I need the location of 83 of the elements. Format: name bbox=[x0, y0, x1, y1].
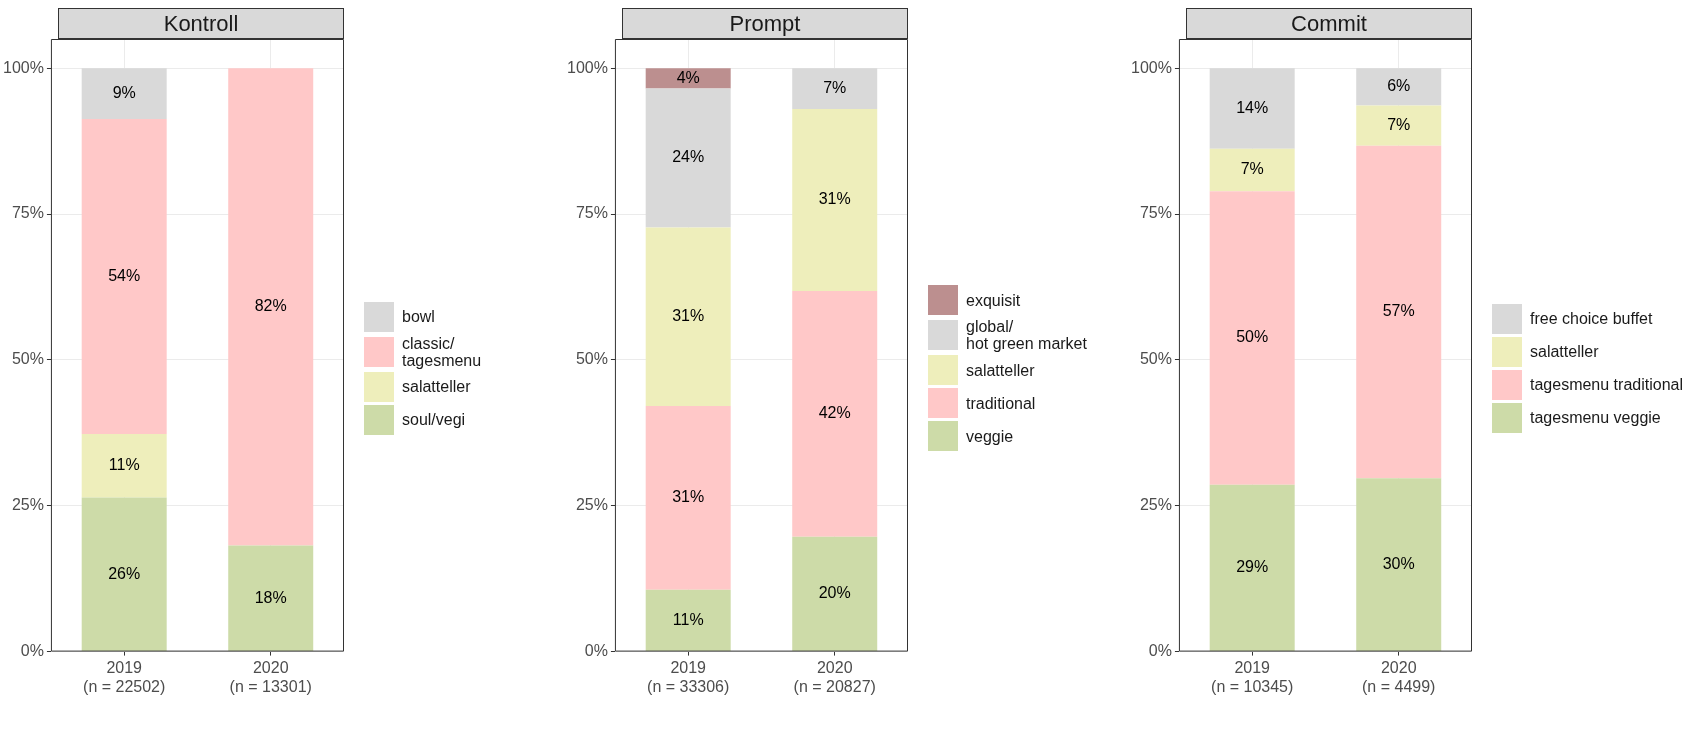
y-tick-label: 50% bbox=[575, 350, 608, 368]
bar bbox=[645, 589, 731, 652]
legend-label: global/ hot green market bbox=[966, 318, 1087, 352]
bar bbox=[1356, 68, 1442, 106]
data-label: 6% bbox=[1387, 77, 1411, 95]
legend-label: salatteller bbox=[1530, 343, 1599, 360]
data-label: 30% bbox=[1382, 555, 1415, 573]
data-label: 7% bbox=[1240, 160, 1264, 178]
bar bbox=[645, 88, 731, 228]
data-label: 4% bbox=[676, 68, 700, 86]
bar bbox=[792, 291, 878, 537]
bar bbox=[228, 545, 314, 652]
bar bbox=[792, 109, 878, 292]
bar bbox=[645, 227, 731, 406]
bar bbox=[81, 433, 167, 498]
y-tick-label: 0% bbox=[584, 642, 608, 660]
bar bbox=[1356, 105, 1442, 146]
data-label: 31% bbox=[818, 190, 851, 208]
x-tick-label: 2020 (n = 13301) bbox=[229, 658, 312, 695]
y-tick-label: 25% bbox=[575, 496, 608, 514]
y-tick-label: 100% bbox=[567, 58, 608, 76]
data-label: 7% bbox=[823, 79, 847, 96]
bar bbox=[645, 405, 731, 590]
bar bbox=[1209, 68, 1295, 149]
y-tick-label: 0% bbox=[1148, 642, 1172, 660]
legend-label: bowl bbox=[402, 308, 435, 325]
y-tick-label: 75% bbox=[11, 204, 44, 222]
legend-label: classic/ tagesmenu bbox=[402, 334, 482, 369]
legend-label: free choice buffet bbox=[1530, 310, 1653, 327]
legend-label: tagesmenu traditional bbox=[1530, 376, 1683, 393]
legend-label: salatteller bbox=[966, 361, 1035, 379]
bar bbox=[792, 536, 878, 652]
y-tick-label: 0% bbox=[20, 642, 44, 660]
y-tick-label: 100% bbox=[3, 58, 44, 76]
x-tick-label: 2020 (n = 20827) bbox=[793, 658, 876, 695]
data-label: 31% bbox=[672, 307, 705, 325]
bar bbox=[228, 68, 314, 546]
legend-label: tagesmenu veggie bbox=[1530, 409, 1661, 426]
bar bbox=[1356, 145, 1442, 479]
data-label: 31% bbox=[672, 488, 705, 506]
data-label: 42% bbox=[818, 404, 851, 422]
y-tick-label: 25% bbox=[1139, 496, 1172, 514]
legend-label: traditional bbox=[966, 394, 1036, 412]
y-tick-label: 50% bbox=[1139, 350, 1172, 368]
y-tick-label: 25% bbox=[11, 496, 44, 514]
chart-title: Commit bbox=[1186, 8, 1472, 39]
data-label: 11% bbox=[108, 456, 140, 474]
y-tick-label: 50% bbox=[11, 350, 44, 368]
legend-label: salatteller bbox=[402, 378, 471, 395]
x-tick-label: 2019 (n = 22502) bbox=[83, 658, 166, 695]
data-label: 26% bbox=[108, 564, 141, 582]
data-label: 24% bbox=[672, 148, 705, 166]
x-tick-label: 2020 (n = 4499) bbox=[1362, 658, 1436, 695]
y-tick-label: 100% bbox=[1131, 58, 1172, 76]
data-label: 20% bbox=[818, 584, 851, 602]
bar bbox=[81, 497, 167, 652]
data-label: 11% bbox=[672, 610, 704, 628]
legend-label: exquisit bbox=[966, 291, 1021, 309]
legend-label: veggie bbox=[966, 427, 1014, 445]
data-label: 54% bbox=[108, 266, 141, 284]
data-label: 29% bbox=[1236, 558, 1269, 576]
bar bbox=[1209, 484, 1295, 652]
data-label: 14% bbox=[1236, 98, 1269, 116]
x-tick-label: 2019 (n = 33306) bbox=[647, 658, 730, 695]
y-tick-label: 75% bbox=[1139, 204, 1172, 222]
x-tick-label: 2019 (n = 10345) bbox=[1211, 658, 1294, 695]
bar bbox=[645, 68, 731, 89]
bar bbox=[1356, 478, 1442, 652]
data-label: 9% bbox=[112, 83, 136, 101]
data-label: 18% bbox=[254, 588, 287, 606]
data-label: 82% bbox=[254, 297, 287, 315]
data-label: 57% bbox=[1382, 302, 1415, 320]
bar bbox=[81, 118, 167, 434]
chart-title: Kontroll bbox=[58, 8, 344, 39]
bar bbox=[1209, 148, 1295, 192]
chart-title: Prompt bbox=[622, 8, 908, 39]
data-label: 7% bbox=[1387, 116, 1411, 134]
bar bbox=[1209, 191, 1295, 485]
bar bbox=[81, 68, 167, 119]
data-label: 50% bbox=[1236, 328, 1269, 346]
bar bbox=[792, 68, 878, 110]
legend-label: soul/vegi bbox=[402, 411, 466, 428]
y-tick-label: 75% bbox=[575, 204, 608, 222]
